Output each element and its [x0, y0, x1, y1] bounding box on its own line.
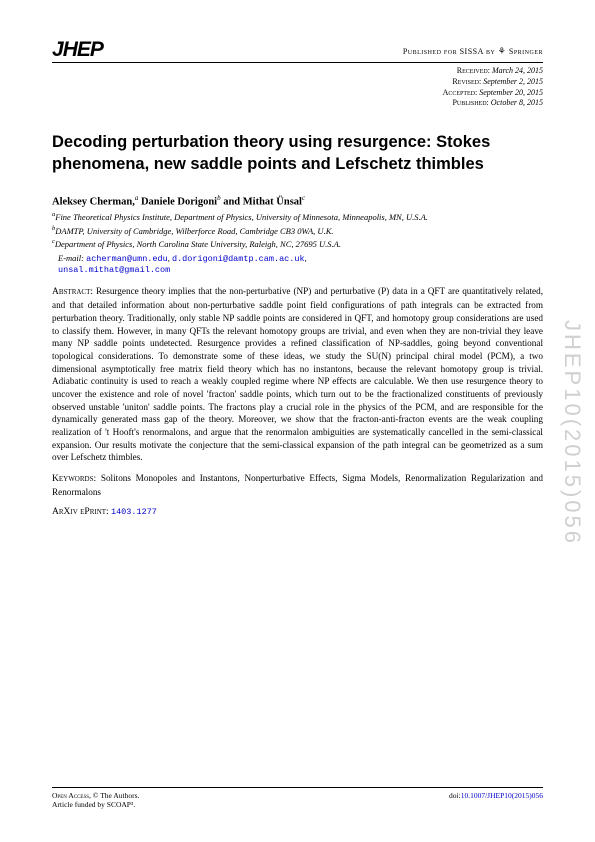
- keywords: Keywords: Solitons Monopoles and Instant…: [52, 472, 543, 498]
- affiliation-a: aFine Theoretical Physics Institute, Dep…: [57, 211, 543, 223]
- doi-link[interactable]: 10.1007/JHEP10(2015)056: [461, 791, 543, 800]
- email-link[interactable]: unsal.mithat@gmail.com: [58, 265, 170, 275]
- doi: doi:10.1007/JHEP10(2015)056: [449, 791, 543, 811]
- arxiv-eprint: ArXiv ePrint: 1403.1277: [52, 506, 543, 517]
- affiliation-c: cDepartment of Physics, North Carolina S…: [57, 238, 543, 250]
- paper-title: Decoding perturbation theory using resur…: [52, 131, 543, 176]
- springer-icon: ⚘: [498, 46, 507, 57]
- footer: Open Access, © The Authors. Article fund…: [52, 787, 543, 811]
- authors: Aleksey Cherman,a Daniele Dorigonib and …: [52, 194, 543, 208]
- journal-logo: JHEP: [52, 38, 103, 62]
- footer-left: Open Access, © The Authors. Article fund…: [52, 791, 139, 811]
- email-link[interactable]: d.dorigoni@damtp.cam.ac.uk: [172, 254, 305, 264]
- email-link[interactable]: acherman@umn.edu: [86, 254, 168, 264]
- arxiv-link[interactable]: 1403.1277: [111, 507, 157, 517]
- abstract: Abstract: Resurgence theory implies that…: [52, 285, 543, 464]
- email-line: E-mail: acherman@umn.edu, d.dorigoni@dam…: [58, 253, 543, 275]
- published-for: Published for SISSA by ⚘ Springer: [403, 46, 543, 57]
- header-bar: JHEP Published for SISSA by ⚘ Springer: [52, 38, 543, 63]
- sidebar-journal-id: JHEP10(2015)056: [559, 320, 585, 546]
- publication-dates: Received: March 24, 2015 Revised: Septem…: [52, 66, 543, 109]
- affiliation-b: bDAMTP, University of Cambridge, Wilberf…: [57, 225, 543, 237]
